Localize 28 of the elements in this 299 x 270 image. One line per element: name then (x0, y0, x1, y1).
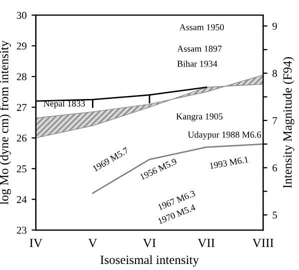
y-tick-label: 23 (16, 226, 26, 234)
annotation: 1969 M5.7 (92, 147, 129, 172)
annotation: Kangra 1905 (176, 113, 223, 122)
x-tick-label: VII (198, 238, 215, 248)
annotation: Udaypur 1988 M6.6 (188, 131, 261, 140)
y-tick-label: 26 (16, 134, 27, 142)
y-tick-label: 25 (16, 165, 26, 172)
x-tick-label: IV (30, 238, 42, 248)
y2-tick-label: 6 (272, 164, 278, 172)
annotation: Assam 1897 (177, 46, 222, 52)
annotation: 1956 M5.9 (140, 158, 178, 180)
y-tick-label: 30 (16, 12, 26, 19)
y2-axis-title: Intensity Magnitude (F94) (282, 57, 294, 188)
x-axis-title: Isoseismal intensity (100, 255, 199, 267)
y-tick-label: 29 (16, 42, 26, 50)
y2-tick-label: 8 (272, 70, 277, 77)
annotation: Assam 1950 (179, 24, 224, 30)
x-tick-label: VI (143, 238, 156, 248)
x-tick-label: V (88, 238, 98, 248)
y2-tick-label: 9 (272, 22, 277, 30)
y2-tick-label: 5 (272, 212, 277, 219)
y-tick-label: 24 (16, 196, 27, 203)
annotation: Bihar 1934 (177, 60, 218, 67)
x-tick-label: VIII (252, 238, 274, 248)
y-tick-label: 28 (16, 73, 26, 80)
annotation: 1993 M6.1 (210, 156, 248, 169)
y-tick-label: 27 (16, 104, 27, 111)
y2-tick-label: 7 (272, 117, 278, 124)
